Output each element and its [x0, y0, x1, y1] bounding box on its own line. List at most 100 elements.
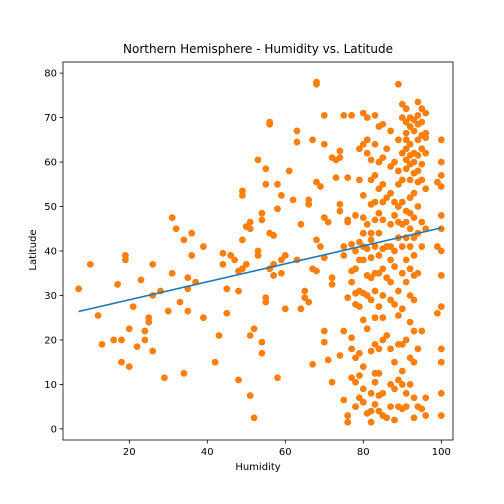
data-point: [387, 127, 394, 135]
data-point: [250, 325, 258, 333]
data-point: [418, 327, 426, 335]
data-point: [391, 358, 398, 366]
data-point: [367, 229, 375, 237]
data-point: [375, 185, 383, 193]
y-tick-label: 20: [44, 335, 57, 346]
data-point: [180, 369, 188, 377]
data-point: [406, 354, 414, 362]
data-point: [402, 145, 410, 153]
data-point: [418, 160, 426, 168]
data-point: [398, 269, 406, 277]
data-point: [340, 396, 348, 404]
data-point: [258, 338, 266, 346]
data-point: [356, 349, 363, 357]
data-point: [395, 167, 402, 175]
data-point: [387, 296, 394, 304]
data-point: [398, 100, 406, 108]
x-tick-label: 80: [357, 447, 370, 458]
data-point: [356, 145, 363, 153]
data-point: [414, 151, 422, 159]
data-point: [348, 374, 355, 382]
data-point: [340, 252, 348, 259]
data-point: [367, 274, 375, 282]
data-point: [344, 412, 352, 419]
data-point: [328, 378, 336, 386]
data-point: [406, 225, 414, 233]
data-point: [410, 127, 418, 135]
data-point: [324, 218, 332, 226]
data-point: [437, 212, 445, 219]
data-point: [301, 294, 309, 302]
data-point: [391, 300, 398, 308]
data-point: [336, 207, 344, 215]
data-point: [402, 403, 410, 411]
data-point: [418, 118, 426, 126]
data-point: [410, 189, 418, 197]
data-point: [371, 287, 379, 295]
data-point: [398, 149, 406, 157]
data-point: [418, 176, 426, 184]
data-point: [406, 176, 414, 184]
data-point: [340, 327, 348, 335]
data-point: [309, 361, 316, 368]
data-point: [379, 216, 387, 224]
data-point: [336, 147, 344, 155]
data-point: [402, 336, 410, 344]
data-point: [422, 185, 430, 193]
data-point: [141, 327, 149, 335]
data-point: [367, 407, 375, 415]
data-point: [383, 274, 391, 282]
data-point: [371, 378, 379, 386]
data-point: [418, 243, 426, 250]
data-point: [422, 134, 430, 142]
data-point: [398, 243, 406, 250]
data-point: [258, 349, 266, 357]
y-tick-label: 60: [44, 158, 57, 169]
data-point: [239, 192, 246, 199]
y-tick-label: 10: [44, 380, 57, 391]
data-point: [422, 394, 430, 402]
data-point: [348, 345, 355, 353]
data-point: [239, 236, 246, 244]
data-point: [180, 236, 188, 244]
data-point: [149, 260, 157, 268]
data-point: [437, 272, 445, 279]
data-point: [375, 369, 383, 377]
data-point: [297, 305, 305, 313]
data-point: [437, 345, 445, 353]
data-point: [406, 140, 414, 148]
x-tick-label: 60: [279, 447, 292, 458]
data-point: [184, 307, 192, 315]
data-point: [352, 247, 359, 255]
data-point: [371, 340, 379, 348]
data-point: [387, 163, 394, 170]
data-point: [379, 180, 387, 188]
data-point: [363, 149, 371, 157]
data-point: [200, 243, 207, 250]
data-point: [391, 247, 398, 255]
data-point: [414, 345, 422, 353]
data-point: [371, 216, 379, 224]
data-point: [262, 294, 270, 302]
data-point: [379, 292, 387, 299]
chart-marks: [75, 78, 445, 426]
data-point: [320, 327, 328, 335]
chart-title: Northern Hemisphere - Humidity vs. Latit…: [123, 42, 393, 56]
data-point: [414, 111, 422, 119]
data-point: [359, 192, 367, 199]
data-point: [289, 196, 297, 204]
data-point: [375, 407, 383, 415]
data-point: [301, 287, 309, 295]
data-point: [324, 356, 332, 364]
data-point: [367, 156, 375, 164]
data-point: [406, 194, 414, 202]
data-point: [402, 389, 410, 397]
data-point: [434, 309, 441, 317]
data-point: [379, 389, 387, 397]
data-point: [375, 158, 383, 166]
data-point: [379, 154, 387, 162]
data-point: [406, 292, 414, 299]
data-point: [278, 192, 285, 199]
data-point: [391, 198, 398, 206]
data-point: [402, 256, 410, 264]
